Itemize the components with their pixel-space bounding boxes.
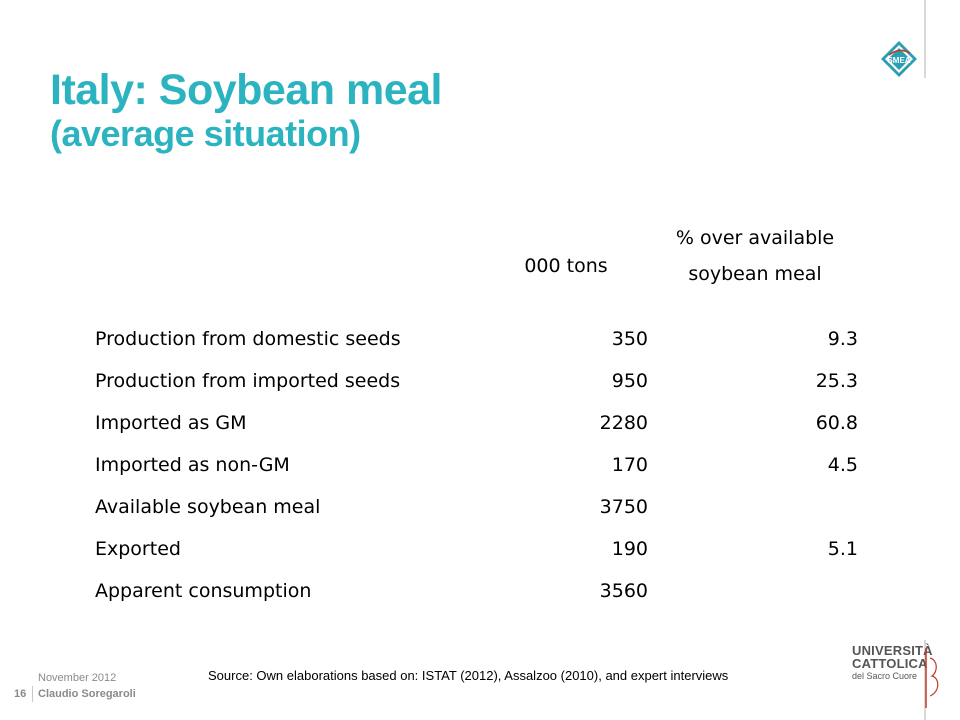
- right-divider-bottom: [924, 640, 926, 720]
- table-row: Exported 190 5.1: [0, 538, 960, 574]
- university-logo: UNIVERSITÀ CATTOLICA del Sacro Cuore: [852, 643, 933, 681]
- row-tons: 950: [611, 370, 648, 392]
- row-percent: 60.8: [815, 412, 858, 434]
- row-label: Production from domestic seeds: [95, 328, 401, 350]
- table-row: Production from imported seeds 950 25.3: [0, 370, 960, 406]
- row-tons: 2280: [599, 412, 648, 434]
- slide-title: Italy: Soybean meal (average situation): [50, 66, 443, 155]
- row-label: Available soybean meal: [95, 496, 321, 518]
- column-header-percent-line2: soybean meal: [688, 263, 822, 285]
- row-tons: 3560: [599, 580, 648, 602]
- table-row: Imported as GM 2280 60.8: [0, 412, 960, 448]
- university-logo-line1: UNIVERSITÀ: [852, 643, 933, 658]
- university-logo-line2: CATTOLICA: [852, 656, 928, 671]
- footer-author: Claudio Soregaroli: [38, 688, 136, 700]
- row-percent: 5.1: [827, 538, 858, 560]
- row-label: Apparent consumption: [95, 580, 312, 602]
- table-row: Available soybean meal 3750: [0, 496, 960, 532]
- university-logo-line3: del Sacro Cuore: [852, 671, 918, 681]
- table-row: Imported as non-GM 170 4.5: [0, 454, 960, 490]
- table-row: Apparent consumption 3560: [0, 580, 960, 616]
- row-tons: 190: [611, 538, 648, 560]
- row-label: Exported: [95, 538, 181, 560]
- row-tons: 350: [611, 328, 648, 350]
- slide-title-line2: (average situation): [50, 113, 361, 155]
- smea-logo-text: SMEA: [887, 56, 910, 65]
- row-label: Imported as GM: [95, 412, 247, 434]
- university-crest-icon: [925, 648, 939, 708]
- smea-logo: SMEA: [881, 41, 917, 77]
- footer-date: November 2012: [38, 672, 117, 684]
- page-number: 16: [14, 688, 27, 700]
- table-row: Production from domestic seeds 350 9.3: [0, 328, 960, 364]
- row-percent: 4.5: [827, 454, 858, 476]
- source-note: Source: Own elaborations based on: ISTAT…: [208, 668, 729, 683]
- slide-title-line1: Italy: Soybean meal: [50, 66, 443, 114]
- row-percent: 9.3: [827, 328, 858, 350]
- row-percent: 25.3: [815, 370, 858, 392]
- row-tons: 3750: [599, 496, 648, 518]
- right-divider-top: [924, 0, 926, 78]
- row-tons: 170: [611, 454, 648, 476]
- column-header-percent: % over available soybean meal: [640, 220, 870, 292]
- column-header-tons: 000 tons: [524, 255, 608, 277]
- row-label: Imported as non-GM: [95, 454, 290, 476]
- footer-divider: [32, 686, 33, 702]
- row-label: Production from imported seeds: [95, 370, 401, 392]
- column-header-percent-line1: % over available: [675, 227, 835, 249]
